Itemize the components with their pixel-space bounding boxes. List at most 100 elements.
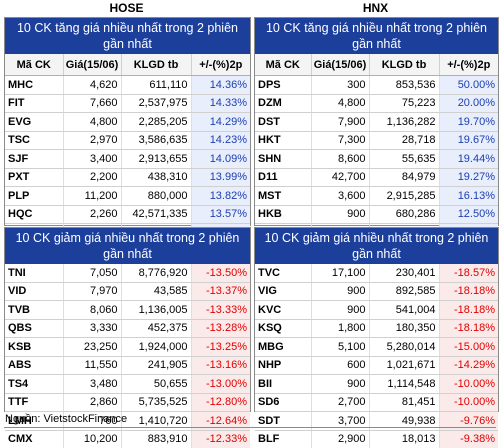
column-header: +/-(%)2p bbox=[191, 54, 250, 76]
footer-divider bbox=[4, 427, 496, 428]
change-cell: 14.33% bbox=[191, 94, 250, 113]
price-cell: 3,700 bbox=[311, 411, 370, 431]
price-cell: 2,970 bbox=[63, 131, 122, 150]
price-cell: 900 bbox=[311, 205, 370, 224]
hnx-gainers-banner: 10 CK tăng giá nhiều nhất trong 2 phiên … bbox=[255, 18, 498, 54]
price-cell: 3,480 bbox=[63, 374, 122, 394]
ticker-cell: TS4 bbox=[5, 374, 64, 394]
change-cell: -14.29% bbox=[439, 356, 498, 375]
ticker-cell: D11 bbox=[255, 168, 312, 187]
table-row: TVC 17,100 230,401 -18.57% bbox=[255, 264, 498, 283]
ticker-cell: FIT bbox=[5, 94, 64, 113]
ticker-cell: QBS bbox=[5, 319, 64, 338]
table-row: QBS 3,330 452,375 -13.28% bbox=[5, 319, 250, 338]
volume-cell: 84,979 bbox=[369, 168, 440, 187]
change-cell: 50.00% bbox=[439, 75, 498, 95]
price-cell: 11,200 bbox=[63, 186, 122, 206]
table-row: FIT 7,660 2,537,975 14.33% bbox=[5, 94, 250, 113]
ticker-cell: ABS bbox=[5, 356, 64, 375]
table-row: KSQ 1,800 180,350 -18.18% bbox=[255, 319, 498, 338]
change-cell: -13.16% bbox=[191, 356, 250, 375]
ticker-cell: SJF bbox=[5, 149, 64, 169]
table-row: MHC 4,620 611,110 14.36% bbox=[5, 75, 250, 95]
change-cell: 13.99% bbox=[191, 168, 250, 187]
change-cell: -12.64% bbox=[191, 411, 250, 431]
price-cell: 7,970 bbox=[63, 282, 122, 301]
change-cell: 14.09% bbox=[191, 149, 250, 169]
volume-cell: 2,285,205 bbox=[121, 112, 192, 132]
volume-cell: 8,776,920 bbox=[121, 264, 192, 283]
column-header: KLGD tb bbox=[121, 54, 192, 76]
table-row: SDT 3,700 49,938 -9.76% bbox=[255, 411, 498, 431]
table-row: NHP 600 1,021,671 -14.29% bbox=[255, 356, 498, 375]
hose-gainers-panel: 10 CK tăng giá nhiều nhất trong 2 phiên … bbox=[4, 17, 251, 260]
change-cell: -18.18% bbox=[439, 319, 498, 338]
volume-cell: 241,905 bbox=[121, 356, 192, 375]
change-cell: 13.82% bbox=[191, 186, 250, 206]
price-cell: 7,900 bbox=[311, 112, 370, 132]
volume-cell: 2,537,975 bbox=[121, 94, 192, 113]
price-cell: 5,100 bbox=[311, 337, 370, 357]
volume-cell: 1,136,282 bbox=[369, 112, 440, 132]
table-row: TSC 2,970 3,586,635 14.23% bbox=[5, 131, 250, 150]
hose-gainers-banner: 10 CK tăng giá nhiều nhất trong 2 phiên … bbox=[5, 18, 250, 54]
price-cell: 4,620 bbox=[63, 75, 122, 95]
table-row: KSB 23,250 1,924,000 -13.25% bbox=[5, 337, 250, 357]
table-row: KVC 900 541,004 -18.18% bbox=[255, 300, 498, 320]
volume-cell: 2,915,285 bbox=[369, 186, 440, 206]
table-row: PXT 2,200 438,310 13.99% bbox=[5, 168, 250, 187]
volume-cell: 5,735,525 bbox=[121, 393, 192, 412]
price-cell: 4,800 bbox=[63, 112, 122, 132]
volume-cell: 18,013 bbox=[369, 430, 440, 448]
ticker-cell: BII bbox=[255, 374, 312, 394]
table-row: VIG 900 892,585 -18.18% bbox=[255, 282, 498, 301]
change-cell: -13.25% bbox=[191, 337, 250, 357]
ticker-cell: TSC bbox=[5, 131, 64, 150]
price-cell: 7,050 bbox=[63, 264, 122, 283]
change-cell: -18.18% bbox=[439, 300, 498, 320]
price-cell: 8,060 bbox=[63, 300, 122, 320]
table-row: EVG 4,800 2,285,205 14.29% bbox=[5, 112, 250, 132]
hose-title: HOSE bbox=[109, 1, 144, 15]
ticker-cell: HKB bbox=[255, 205, 312, 224]
volume-cell: 180,350 bbox=[369, 319, 440, 338]
table-row: HQC 2,260 42,571,335 13.57% bbox=[5, 205, 250, 224]
ticker-cell: NHP bbox=[255, 356, 312, 375]
table-row: HKB 900 680,286 12.50% bbox=[255, 205, 498, 224]
change-cell: 13.57% bbox=[191, 205, 250, 224]
table-row: DZM 4,800 75,223 20.00% bbox=[255, 94, 498, 113]
change-cell: 14.29% bbox=[191, 112, 250, 132]
volume-cell: 49,938 bbox=[369, 411, 440, 431]
price-cell: 2,200 bbox=[63, 168, 122, 187]
volume-cell: 75,223 bbox=[369, 94, 440, 113]
ticker-cell: VIG bbox=[255, 282, 312, 301]
price-cell: 2,700 bbox=[311, 393, 370, 412]
change-cell: 19.44% bbox=[439, 149, 498, 169]
ticker-cell: TVC bbox=[255, 264, 312, 283]
price-cell: 600 bbox=[311, 356, 370, 375]
price-cell: 900 bbox=[311, 282, 370, 301]
ticker-cell: EVG bbox=[5, 112, 64, 132]
ticker-cell: MST bbox=[255, 186, 312, 206]
change-cell: 20.00% bbox=[439, 94, 498, 113]
table-row: BLF 2,900 18,013 -9.38% bbox=[255, 430, 498, 448]
volume-cell: 50,655 bbox=[121, 374, 192, 394]
ticker-cell: DZM bbox=[255, 94, 312, 113]
column-header: KLGD tb bbox=[369, 54, 440, 76]
ticker-cell: SHN bbox=[255, 149, 312, 169]
volume-cell: 1,021,671 bbox=[369, 356, 440, 375]
change-cell: -10.00% bbox=[439, 374, 498, 394]
table-row: VID 7,970 43,585 -13.37% bbox=[5, 282, 250, 301]
change-cell: -9.38% bbox=[439, 430, 498, 448]
price-cell: 10,200 bbox=[63, 430, 122, 448]
table-row: BII 900 1,114,548 -10.00% bbox=[255, 374, 498, 394]
volume-cell: 43,585 bbox=[121, 282, 192, 301]
change-cell: 19.70% bbox=[439, 112, 498, 132]
ticker-cell: MBG bbox=[255, 337, 312, 357]
change-cell: 14.36% bbox=[191, 75, 250, 95]
ticker-cell: SDT bbox=[255, 411, 312, 431]
column-header: Mã CK bbox=[5, 54, 64, 76]
volume-cell: 611,110 bbox=[121, 75, 192, 95]
table-row: TVB 8,060 1,136,005 -13.33% bbox=[5, 300, 250, 320]
hose-losers-panel: 10 CK giảm giá nhiều nhất trong 2 phiên … bbox=[4, 227, 251, 448]
